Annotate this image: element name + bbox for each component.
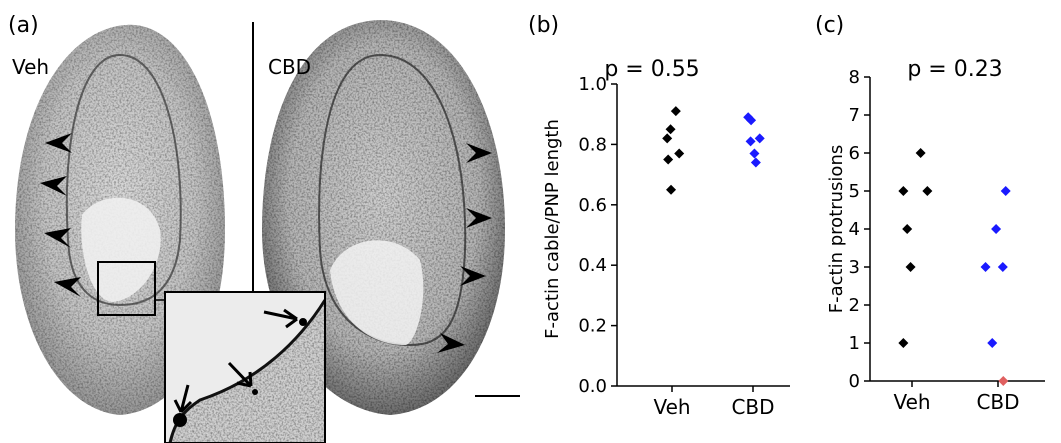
y-tick-label: 0.4 (578, 255, 607, 276)
arrowhead-icon (437, 333, 465, 353)
chart-b-annotation: p = 0.55 (604, 57, 699, 82)
y-tick-label: 0 (849, 371, 860, 392)
data-point (898, 186, 909, 196)
y-tick-label: 8 (849, 67, 860, 88)
arrow-icon (263, 308, 298, 329)
data-point (750, 157, 761, 168)
panel-b-label: (b) (528, 13, 559, 38)
data-point (998, 376, 1009, 386)
arrowhead-icon (466, 208, 492, 228)
veh-image-label: Veh (12, 55, 49, 79)
panel-c-label: (c) (815, 13, 844, 38)
y-tick-label: 6 (849, 143, 860, 164)
arrow-icon (173, 384, 193, 414)
panel-c: (c) p = 0.23 F-actin protrusions 0 1 2 3 4 5 6… (815, 13, 1045, 414)
data-point (987, 338, 998, 348)
data-point (666, 184, 677, 195)
y-tick-label: 3 (849, 257, 860, 278)
data-point (670, 106, 681, 117)
panel-a-label: (a) (8, 13, 39, 38)
y-tick-label: 5 (849, 181, 860, 202)
data-point (665, 124, 676, 135)
data-point (749, 148, 760, 159)
chart-c-ylabel: F-actin protrusions (826, 145, 847, 313)
y-tick-label: 0.0 (578, 376, 607, 397)
y-tick-label: 1.0 (578, 74, 607, 95)
chart-c-annotation: p = 0.23 (907, 57, 1002, 82)
arrow-icon (227, 361, 253, 388)
arrowhead-icon (40, 176, 67, 196)
y-tick-label: 2 (849, 295, 860, 316)
panel-a: (a) Veh (8, 13, 520, 443)
arrowhead-icon (45, 133, 72, 153)
data-point (922, 186, 933, 196)
y-tick-label: 1 (849, 333, 860, 354)
data-point (1000, 186, 1011, 196)
y-tick-label: 0.6 (578, 195, 607, 216)
arrowhead-icon (44, 228, 71, 248)
data-point (915, 148, 926, 158)
arrowhead-icon (54, 277, 81, 297)
x-category-label: Veh (893, 390, 930, 414)
data-point (754, 133, 765, 144)
data-point (662, 133, 673, 144)
data-point (980, 262, 991, 272)
y-tick-label: 0.2 (578, 316, 607, 337)
x-category-label: CBD (731, 395, 774, 419)
data-point (997, 262, 1008, 272)
panel-b: (b) p = 0.55 F-actin cable/PNP length 0.… (528, 13, 790, 419)
x-category-label: CBD (976, 390, 1019, 414)
data-point (905, 262, 916, 272)
arrowhead-icon (460, 266, 486, 286)
data-point (663, 154, 674, 165)
zoom-inset (164, 291, 326, 443)
data-point (991, 224, 1002, 234)
data-point (902, 224, 913, 234)
data-point (674, 148, 685, 159)
y-tick-label: 7 (849, 105, 860, 126)
arrowhead-icon (466, 143, 492, 163)
x-category-label: Veh (653, 395, 690, 419)
y-tick-label: 4 (849, 219, 860, 240)
data-point (745, 136, 756, 147)
data-point (898, 338, 909, 348)
cbd-image-label: CBD (268, 55, 311, 79)
zoom-region-box (97, 261, 156, 316)
y-tick-label: 0.8 (578, 134, 607, 155)
data-point (746, 115, 757, 126)
chart-b-ylabel: F-actin cable/PNP length (542, 119, 563, 339)
